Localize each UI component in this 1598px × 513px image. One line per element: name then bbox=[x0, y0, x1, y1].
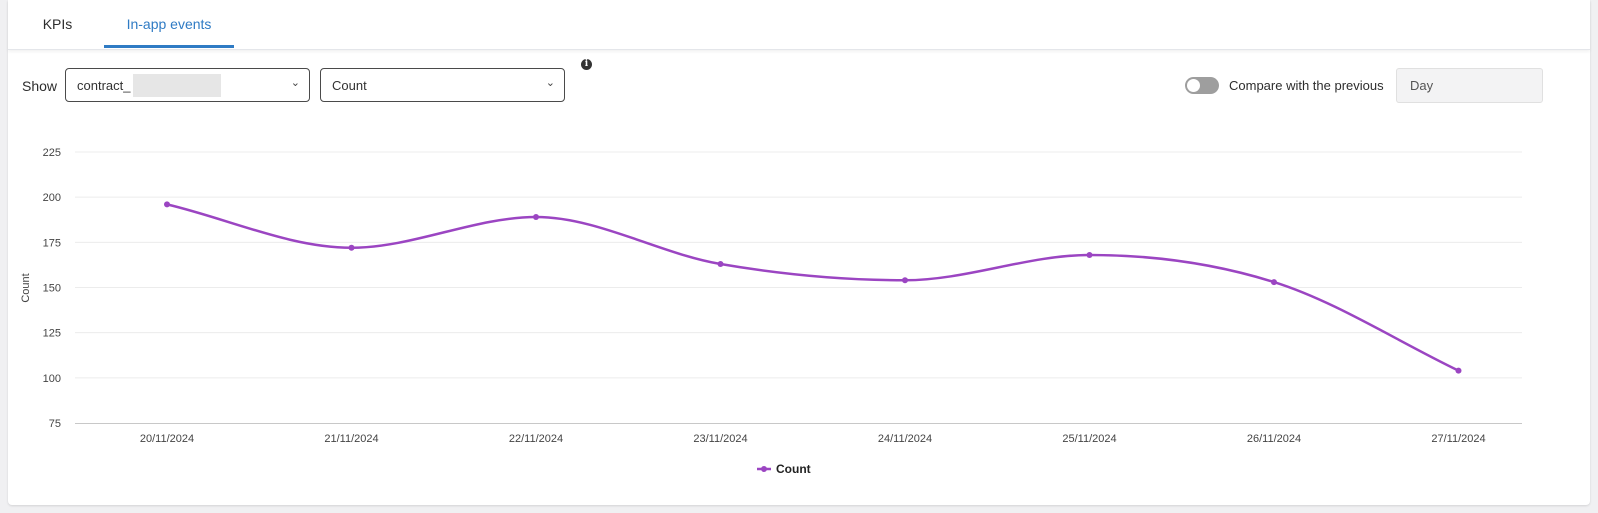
metric-select-value: Count bbox=[332, 78, 367, 93]
data-point bbox=[902, 277, 908, 284]
x-tick-label: 25/11/2024 bbox=[1062, 433, 1116, 445]
redacted-block bbox=[133, 74, 221, 97]
y-tick-label: 175 bbox=[43, 237, 61, 249]
info-icon[interactable]: i bbox=[581, 59, 592, 70]
data-point bbox=[533, 214, 539, 221]
x-tick-label: 20/11/2024 bbox=[140, 433, 194, 445]
tab-kpis[interactable]: KPIs bbox=[42, 16, 73, 32]
y-tick-label: 150 bbox=[43, 283, 61, 295]
event-select[interactable]: contract_ ⌄ bbox=[65, 68, 310, 102]
toggle-knob bbox=[1187, 79, 1200, 92]
data-point bbox=[1086, 251, 1093, 258]
data-point bbox=[717, 261, 724, 268]
data-point bbox=[1455, 367, 1462, 374]
show-label: Show bbox=[22, 78, 58, 94]
y-axis-title: Count bbox=[20, 273, 32, 302]
x-tick-label: 22/11/2024 bbox=[509, 433, 563, 445]
legend-marker bbox=[761, 466, 767, 472]
tab-bar: KPIs In-app events bbox=[8, 0, 1590, 50]
chevron-down-icon: ⌄ bbox=[545, 77, 555, 89]
x-tick-label: 23/11/2024 bbox=[693, 433, 747, 445]
series-line-count bbox=[166, 203, 1460, 372]
y-tick-label: 100 bbox=[43, 373, 61, 385]
chevron-down-icon: ⌄ bbox=[290, 77, 300, 89]
x-tick-label: 26/11/2024 bbox=[1247, 433, 1301, 445]
y-tick-label: 225 bbox=[43, 147, 61, 159]
compare-toggle[interactable] bbox=[1185, 77, 1219, 94]
x-tick-label: 24/11/2024 bbox=[878, 433, 932, 445]
tab-in-app-events[interactable]: In-app events bbox=[104, 0, 234, 48]
y-tick-label: 75 bbox=[49, 418, 61, 430]
x-tick-label: 27/11/2024 bbox=[1431, 433, 1485, 445]
metric-select[interactable]: Count ⌄ bbox=[320, 68, 565, 102]
event-select-value: contract_ bbox=[77, 78, 131, 93]
data-point bbox=[348, 244, 355, 251]
data-point bbox=[164, 201, 170, 208]
x-tick-label: 21/11/2024 bbox=[324, 433, 378, 445]
data-point bbox=[1271, 279, 1277, 286]
period-field[interactable]: Day bbox=[1396, 68, 1543, 103]
compare-label: Compare with the previous bbox=[1229, 78, 1384, 93]
y-tick-label: 125 bbox=[43, 328, 61, 340]
legend-label: Count bbox=[776, 462, 811, 476]
y-tick-label: 200 bbox=[43, 192, 61, 204]
